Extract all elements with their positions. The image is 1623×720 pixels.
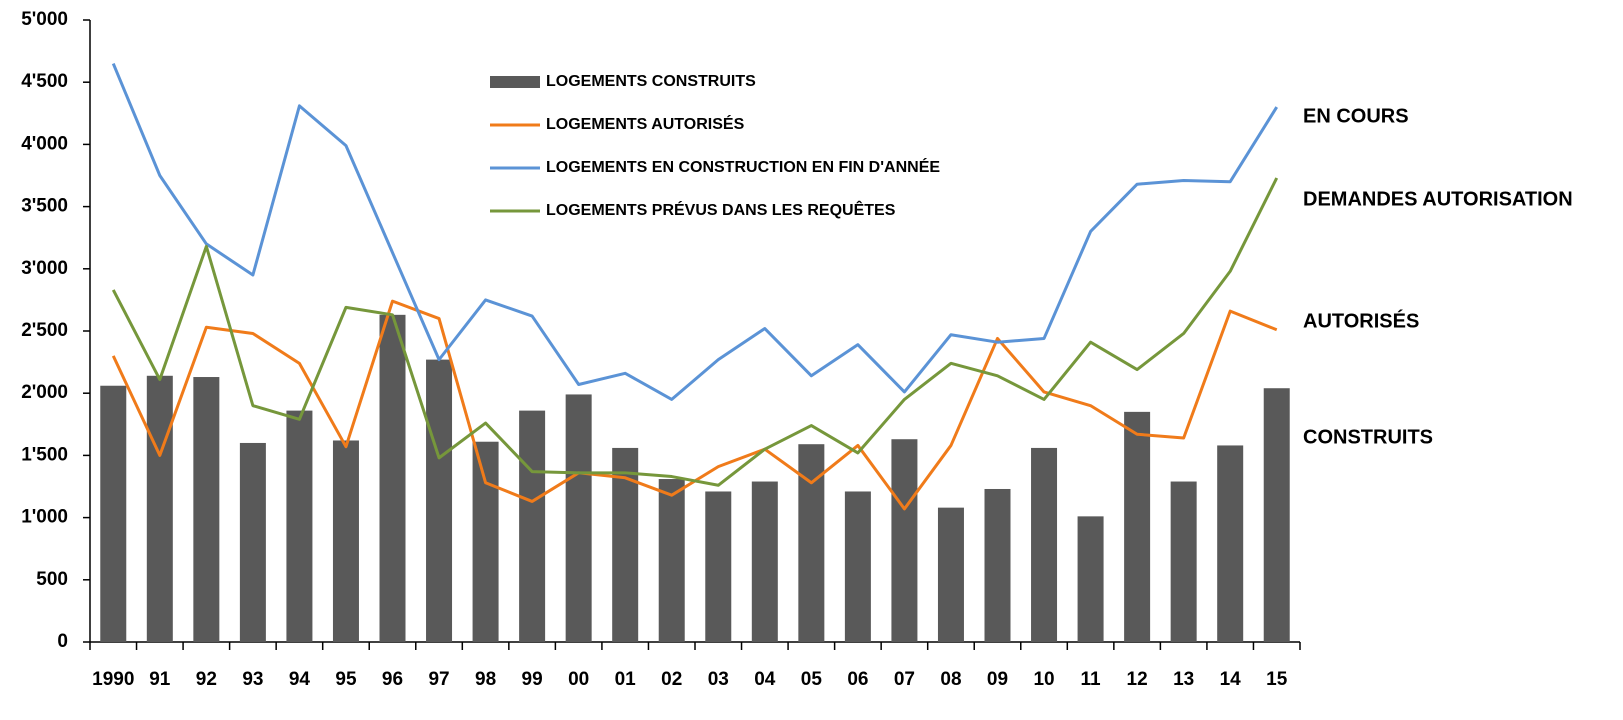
bar [472, 441, 499, 642]
x-tick-label: 03 [708, 669, 729, 690]
x-tick-label: 92 [196, 669, 217, 690]
bar [705, 491, 732, 642]
x-tick-label: 95 [335, 669, 357, 690]
y-tick-label: 2'000 [21, 382, 68, 403]
bar [1170, 481, 1197, 642]
bar [100, 385, 127, 642]
bar [844, 491, 871, 642]
bar [379, 314, 406, 642]
legend-swatch [490, 76, 540, 88]
bar [239, 442, 266, 642]
x-tick-label: 01 [615, 669, 637, 690]
x-tick-label: 10 [1033, 669, 1054, 690]
y-tick-label: 4'000 [21, 133, 68, 154]
y-tick-label: 4'500 [21, 71, 68, 92]
bar [1263, 388, 1290, 642]
y-tick-label: 2'500 [21, 320, 68, 341]
bar [891, 439, 918, 642]
bar [565, 394, 592, 642]
x-tick-label: 98 [475, 669, 496, 690]
line-series [111, 62, 1279, 401]
annotation: EN COURS [1303, 105, 1409, 127]
y-tick-label: 1'000 [21, 507, 68, 528]
x-tick-label: 1990 [92, 669, 134, 690]
x-tick-label: 93 [242, 669, 263, 690]
bar [984, 488, 1011, 642]
x-tick-label: 99 [522, 669, 543, 690]
y-tick-label: 5'000 [21, 9, 68, 30]
line-series [111, 177, 1279, 487]
x-tick-label: 09 [987, 669, 1008, 690]
x-tick-label: 97 [428, 669, 449, 690]
bar [146, 375, 173, 642]
x-tick-label: 91 [149, 669, 171, 690]
x-tick-label: 94 [289, 669, 311, 690]
bar [751, 481, 778, 642]
y-tick-label: 500 [36, 569, 68, 590]
legend-label: LOGEMENTS CONSTRUITS [546, 73, 756, 90]
bar [426, 359, 453, 642]
y-tick-label: 3'500 [21, 196, 68, 217]
x-tick-label: 08 [940, 669, 961, 690]
x-tick-label: 13 [1173, 669, 1194, 690]
bar [1077, 516, 1104, 642]
x-tick-label: 15 [1266, 669, 1288, 690]
x-tick-label: 96 [382, 669, 403, 690]
x-tick-label: 02 [661, 669, 682, 690]
annotation: AUTORISÉS [1303, 309, 1419, 332]
bar [193, 377, 220, 642]
bar [937, 507, 964, 642]
bar [1031, 447, 1058, 642]
legend-label: LOGEMENTS AUTORISÉS [546, 114, 745, 133]
legend-label: LOGEMENTS EN CONSTRUCTION EN FIN D'ANNÉE [546, 157, 940, 176]
x-tick-label: 07 [894, 669, 915, 690]
bar [286, 410, 313, 642]
legend-label: LOGEMENTS PRÉVUS DANS LES REQUÊTES [546, 200, 896, 219]
x-tick-label: 05 [801, 669, 823, 690]
y-tick-label: 3'000 [21, 258, 68, 279]
x-tick-label: 00 [568, 669, 589, 690]
bar [332, 440, 359, 642]
bar [1217, 445, 1244, 642]
x-tick-label: 06 [847, 669, 868, 690]
y-tick-label: 0 [57, 631, 68, 652]
annotation: CONSTRUITS [1303, 426, 1433, 448]
x-tick-label: 04 [754, 669, 776, 690]
bar [658, 479, 685, 642]
x-tick-label: 11 [1081, 669, 1102, 690]
y-tick-label: 1'500 [21, 444, 68, 465]
x-tick-label: 14 [1220, 669, 1242, 690]
bar [1124, 411, 1151, 642]
bar [519, 410, 546, 642]
x-tick-label: 12 [1127, 669, 1148, 690]
annotation: DEMANDES AUTORISATION [1303, 188, 1573, 210]
